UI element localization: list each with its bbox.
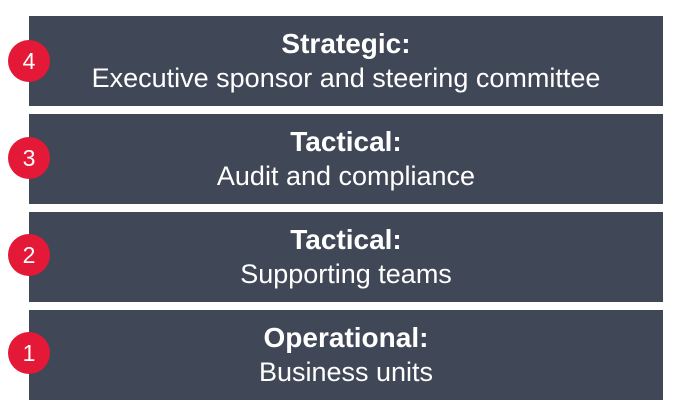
- tier-description: Audit and compliance: [216, 161, 476, 191]
- tier-number-badge: 4: [8, 40, 50, 82]
- tier-operational: Operational: Business units: [29, 310, 663, 400]
- tier-title: Operational:: [263, 322, 429, 353]
- tier-title: Tactical:: [290, 126, 402, 157]
- tier-number-badge: 3: [8, 137, 50, 179]
- tier-number-badge: 2: [8, 234, 50, 276]
- tier-title: Strategic:: [281, 28, 411, 59]
- tier-tactical-supporting: Tactical: Supporting teams: [29, 212, 663, 302]
- tier-description: Supporting teams: [240, 259, 452, 289]
- tier-description: Business units: [258, 357, 434, 387]
- tier-strategic: Strategic: Executive sponsor and steerin…: [29, 16, 663, 106]
- tier-title: Tactical:: [290, 224, 402, 255]
- tier-tactical-audit: Tactical: Audit and compliance: [29, 114, 663, 204]
- tier-description: Executive sponsor and steering committee: [91, 63, 601, 93]
- tier-number-badge: 1: [8, 332, 50, 374]
